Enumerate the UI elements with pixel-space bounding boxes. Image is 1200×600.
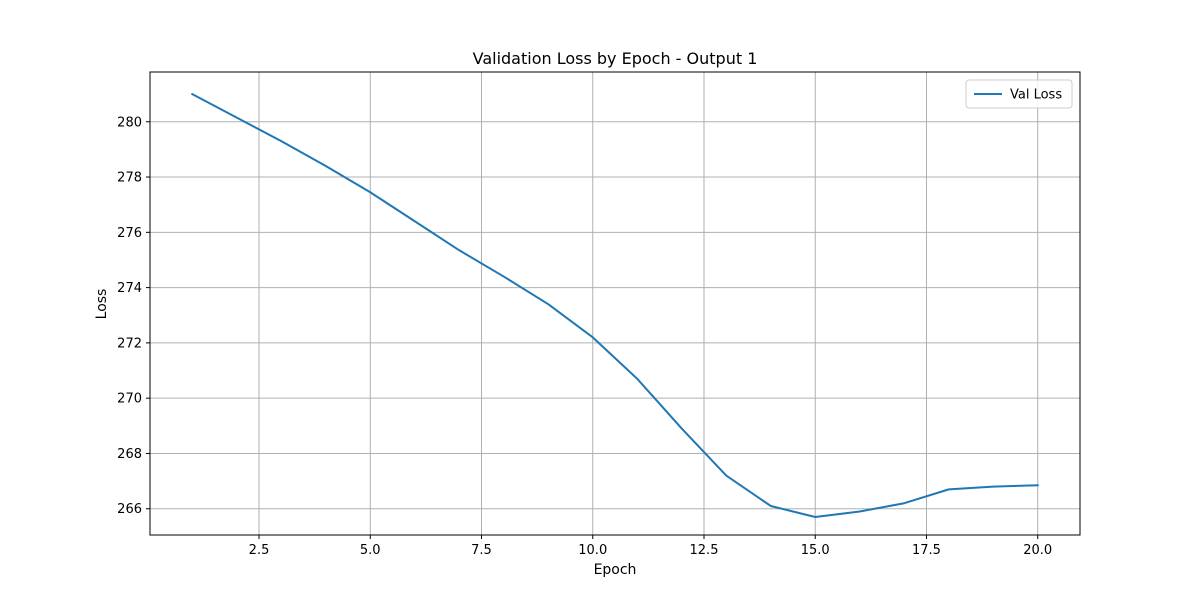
legend: Val Loss (965, 79, 1073, 109)
y-tick-label: 268 (117, 447, 142, 462)
y-tick-label: 272 (117, 336, 142, 351)
x-tick-label: 10.0 (578, 543, 607, 558)
series-line-val-loss (190, 92, 1039, 519)
legend-box (965, 79, 1073, 109)
legend-label-val-loss: Val Loss (1010, 88, 1062, 103)
plot-area-frame (149, 71, 1081, 536)
y-tick-label: 266 (117, 502, 142, 517)
y-tick-label: 276 (117, 226, 142, 241)
x-tick-label: 5.0 (360, 543, 381, 558)
y-tick-label: 278 (117, 171, 142, 186)
x-tick-label: 15.0 (801, 543, 830, 558)
x-tick-label: 2.5 (249, 543, 270, 558)
chart-title: Validation Loss by Epoch - Output 1 (473, 49, 758, 68)
x-tick-label: 20.0 (1023, 543, 1052, 558)
x-axis-ticks: 2.5 5.0 7.5 10.0 12.5 15.0 17.5 20.0 (249, 535, 1052, 558)
x-tick-label: 12.5 (690, 543, 719, 558)
x-axis-title: Epoch (594, 562, 637, 578)
y-tick-label: 274 (117, 281, 142, 296)
y-tick-label: 280 (117, 115, 142, 130)
plot-series (190, 92, 1039, 519)
y-axis-ticks: 266 268 270 272 274 276 278 280 (117, 115, 150, 517)
x-tick-label: 7.5 (471, 543, 492, 558)
y-tick-label: 270 (117, 392, 142, 407)
grid (150, 72, 1080, 535)
y-axis-title: Loss (94, 289, 110, 320)
x-tick-label: 17.5 (912, 543, 941, 558)
